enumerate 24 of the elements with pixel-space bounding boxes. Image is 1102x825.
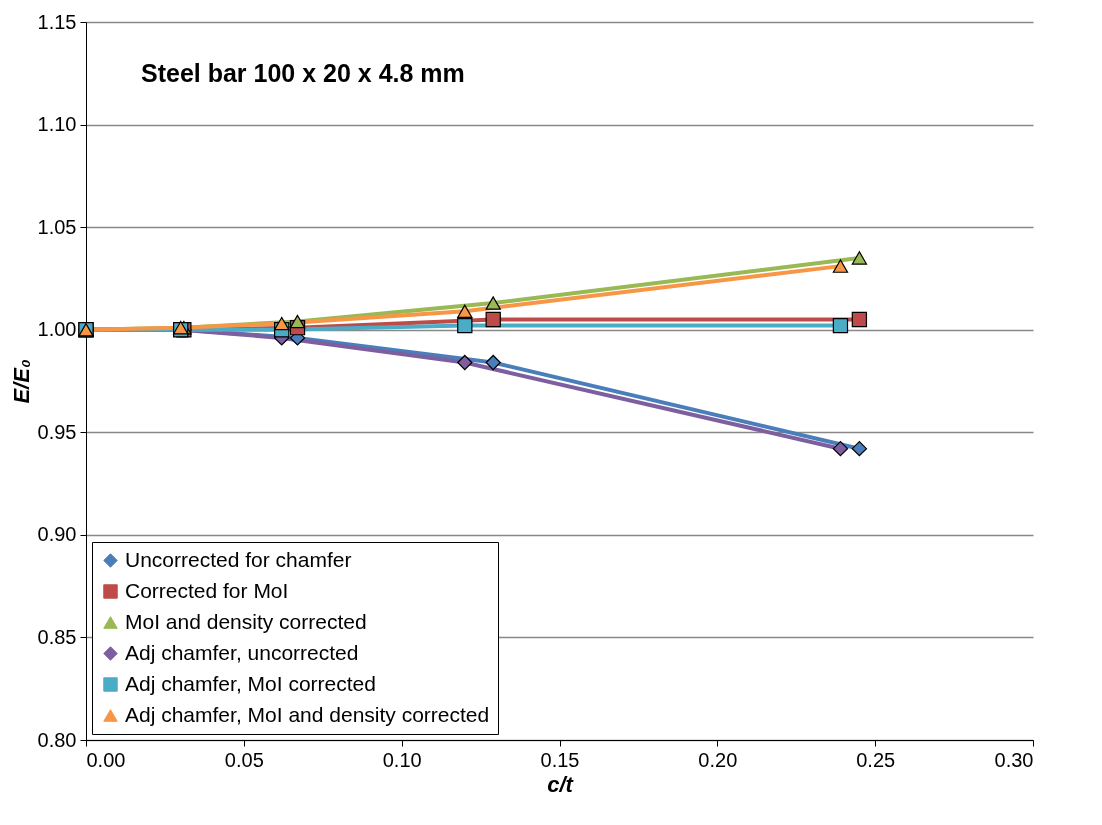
x-axis-title: c/t [547,771,575,797]
legend-label: Corrected for MoI [125,578,289,602]
y-tick-label: 1.10 [37,113,77,136]
y-tick-label: 1.15 [37,10,77,33]
x-tick-label: 0.10 [382,748,422,771]
legend-label: Adj chamfer, MoI and density corrected [125,702,490,726]
x-tick-label: 0.25 [856,748,896,771]
y-tick-label: 0.90 [37,523,77,546]
y-tick-label: 1.05 [37,215,77,238]
y-axis-title: E/E₀ [8,359,34,404]
x-tick-label: 0.15 [540,748,580,771]
legend-label: Adj chamfer, MoI corrected [125,671,376,695]
x-tick-label: 0.05 [224,748,264,771]
legend-label: MoI and density corrected [125,609,367,633]
y-tick-label: 0.85 [37,625,77,648]
legend-label: Adj chamfer, uncorrected [125,640,359,664]
x-tick-label: 0.20 [698,748,738,771]
y-tick-label: 0.95 [37,420,77,443]
x-tick-label: 0.00 [86,748,126,771]
y-tick-label: 0.80 [37,728,77,751]
x-tick-label: 0.30 [994,748,1034,771]
y-tick-label: 1.00 [37,318,77,341]
text: Steel bar 100 x 20 x 4.8 mm [141,59,465,87]
legend-label: Uncorrected for chamfer [125,547,352,571]
